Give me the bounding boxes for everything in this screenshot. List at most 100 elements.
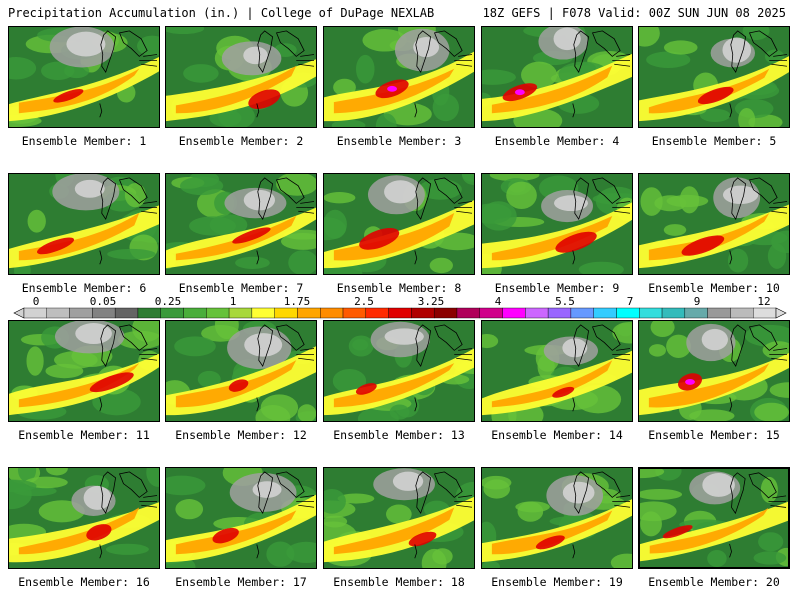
colorbar-swatch	[342, 307, 367, 319]
precip-map	[482, 174, 632, 274]
colorbar-max-arrow	[775, 307, 787, 319]
colorbar-tick-labels: 0 0.05 0.25 1 1.75 2.5 3.25 4 5.5 7 9 12	[0, 296, 800, 308]
ensemble-member-panel[interactable]	[8, 173, 160, 275]
colorbar-tick-label: 3.25	[417, 295, 445, 308]
ensemble-member-panel[interactable]	[165, 173, 317, 275]
colorbar-swatch	[479, 307, 503, 319]
ensemble-member-label: Ensemble Member: 10	[648, 281, 780, 295]
precip-map	[166, 321, 316, 421]
colorbar-tick-label: 5.5	[555, 295, 575, 308]
precip-map	[9, 174, 159, 274]
ensemble-member-label: Ensemble Member: 14	[491, 428, 623, 442]
ensemble-member-label: Ensemble Member: 9	[494, 281, 620, 295]
colorbar-tick-label: 0.05	[89, 295, 117, 308]
ensemble-member-panel[interactable]	[481, 26, 633, 128]
precip-map	[166, 27, 316, 127]
precip-map	[324, 321, 474, 421]
colorbar-swatch	[684, 307, 708, 319]
precip-map	[639, 321, 789, 421]
ensemble-member-panel[interactable]	[8, 320, 160, 422]
colorbar-tick-label: 2.5	[354, 295, 374, 308]
ensemble-member-label: Ensemble Member: 7	[178, 281, 304, 295]
ensemble-member-label: Ensemble Member: 16	[18, 575, 150, 589]
precip-map	[9, 468, 159, 568]
colorbar-swatch	[23, 307, 47, 319]
colorbar-tick-label: 1	[229, 295, 237, 308]
ensemble-member-label: Ensemble Member: 20	[648, 575, 780, 589]
ensemble-member-label: Ensemble Member: 8	[336, 281, 462, 295]
precip-map	[640, 469, 788, 567]
colorbar-swatch	[411, 307, 435, 319]
colorbar-swatch	[114, 307, 139, 319]
model-valid-time: 18Z GEFS | F078 Valid: 00Z SUN JUN 08 20…	[482, 6, 786, 20]
colorbar-swatch	[707, 307, 731, 319]
colorbar-swatch	[183, 307, 207, 319]
colorbar-swatch	[570, 307, 594, 319]
colorbar-swatch	[365, 307, 389, 319]
colorbar-swatch	[160, 307, 184, 319]
colorbar-swatch	[69, 307, 93, 319]
colorbar-tick-label: 7	[626, 295, 634, 308]
ensemble-member-panel[interactable]	[8, 467, 160, 569]
colorbar-swatches	[13, 307, 787, 319]
precip-map	[324, 468, 474, 568]
colorbar-tick-label: 12	[757, 295, 771, 308]
colorbar-swatch	[593, 307, 617, 319]
colorbar-swatch	[502, 307, 526, 319]
colorbar-swatch	[525, 307, 549, 319]
ensemble-member-panel[interactable]	[323, 26, 475, 128]
colorbar-swatch	[616, 307, 640, 319]
ensemble-member-label: Ensemble Member: 12	[175, 428, 307, 442]
precip-map	[166, 468, 316, 568]
ensemble-member-panel[interactable]	[481, 320, 633, 422]
ensemble-member-panel[interactable]	[638, 26, 790, 128]
colorbar-swatch	[206, 307, 230, 319]
precip-map	[482, 27, 632, 127]
ensemble-member-label: Ensemble Member: 15	[648, 428, 780, 442]
ensemble-member-label: Ensemble Member: 4	[494, 134, 620, 148]
ensemble-member-panel[interactable]	[8, 26, 160, 128]
ensemble-member-panel[interactable]	[323, 173, 475, 275]
colorbar-swatch	[92, 307, 116, 319]
ensemble-member-panel[interactable]	[323, 320, 475, 422]
precip-map	[482, 468, 632, 568]
ensemble-member-panel[interactable]	[165, 26, 317, 128]
colorbar-min-arrow	[13, 307, 25, 319]
ensemble-member-label: Ensemble Member: 5	[651, 134, 777, 148]
colorbar-swatch	[753, 307, 777, 319]
colorbar-swatch	[547, 307, 572, 319]
ensemble-member-label: Ensemble Member: 19	[491, 575, 623, 589]
ensemble-member-label: Ensemble Member: 13	[333, 428, 465, 442]
colorbar-tick-label: 0	[32, 295, 40, 308]
ensemble-member-label: Ensemble Member: 18	[333, 575, 465, 589]
ensemble-member-panel[interactable]	[481, 173, 633, 275]
colorbar-swatch	[274, 307, 298, 319]
colorbar-tick-label: 9	[693, 295, 701, 308]
ensemble-member-label: Ensemble Member: 17	[175, 575, 307, 589]
ensemble-member-panel[interactable]	[323, 467, 475, 569]
ensemble-member-label: Ensemble Member: 3	[336, 134, 462, 148]
colorbar-swatch	[297, 307, 321, 319]
precip-map	[9, 321, 159, 421]
ensemble-member-label: Ensemble Member: 6	[21, 281, 147, 295]
map-title: Precipitation Accumulation (in.) | Colle…	[8, 6, 435, 20]
colorbar-swatch	[661, 307, 686, 319]
ensemble-member-panel[interactable]	[638, 320, 790, 422]
colorbar-tick-label: 0.25	[154, 295, 182, 308]
colorbar-swatch	[639, 307, 663, 319]
ensemble-member-panel[interactable]	[165, 320, 317, 422]
colorbar-swatch	[388, 307, 412, 319]
precip-map	[639, 27, 789, 127]
ensemble-member-label: Ensemble Member: 11	[18, 428, 150, 442]
ensemble-member-panel[interactable]	[481, 467, 633, 569]
ensemble-member-panel[interactable]	[165, 467, 317, 569]
ensemble-member-label: Ensemble Member: 2	[178, 134, 304, 148]
ensemble-member-panel[interactable]	[638, 173, 790, 275]
colorbar-swatch	[46, 307, 70, 319]
precip-map	[482, 321, 632, 421]
ensemble-member-label: Ensemble Member: 1	[21, 134, 147, 148]
precip-map	[324, 174, 474, 274]
precip-map	[9, 27, 159, 127]
ensemble-member-panel[interactable]	[638, 467, 790, 569]
colorbar-swatch	[137, 307, 161, 319]
